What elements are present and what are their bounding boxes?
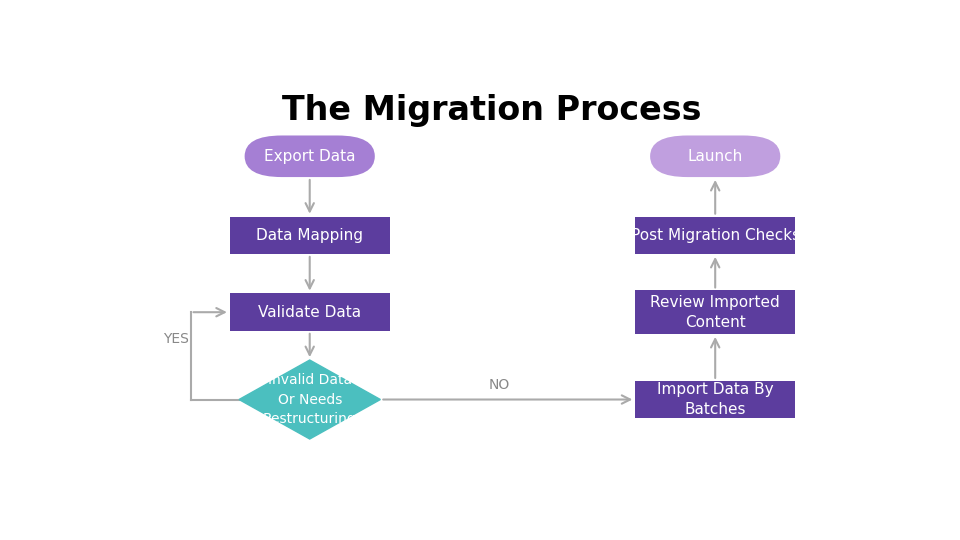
Text: Review Imported
Content: Review Imported Content <box>650 295 780 329</box>
Text: YES: YES <box>163 332 189 346</box>
FancyBboxPatch shape <box>650 136 780 177</box>
Text: The Migration Process: The Migration Process <box>282 94 702 127</box>
Text: Import Data By
Batches: Import Data By Batches <box>657 382 774 417</box>
Text: Data Mapping: Data Mapping <box>256 228 363 243</box>
FancyBboxPatch shape <box>636 291 795 334</box>
FancyBboxPatch shape <box>245 136 374 177</box>
Text: Validate Data: Validate Data <box>258 305 361 320</box>
FancyBboxPatch shape <box>636 381 795 418</box>
Text: NO: NO <box>489 378 510 392</box>
FancyBboxPatch shape <box>636 217 795 254</box>
FancyBboxPatch shape <box>229 293 390 331</box>
Text: Launch: Launch <box>687 149 743 164</box>
Text: Post Migration Checks: Post Migration Checks <box>631 228 800 243</box>
Text: Export Data: Export Data <box>264 149 355 164</box>
FancyBboxPatch shape <box>229 217 390 254</box>
Polygon shape <box>239 360 380 439</box>
Text: Invalid Data
Or Needs
Restructuring: Invalid Data Or Needs Restructuring <box>263 373 356 426</box>
